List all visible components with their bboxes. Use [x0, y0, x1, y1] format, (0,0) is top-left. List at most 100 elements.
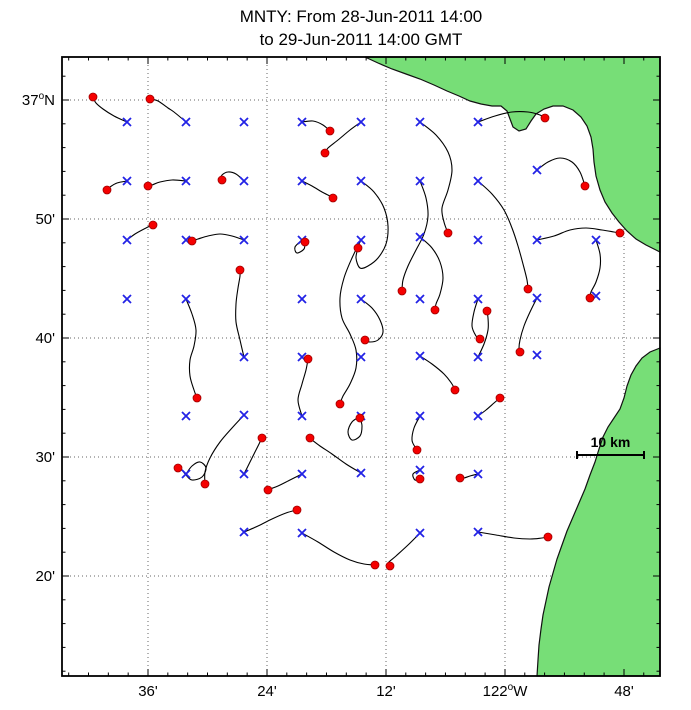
- start-marker-x-icon: [297, 117, 307, 127]
- end-marker-dot-icon: [305, 433, 315, 443]
- end-marker-dot-icon: [145, 94, 155, 104]
- drifter-track: [419, 355, 456, 391]
- end-marker-dot-icon: [320, 148, 330, 158]
- start-marker-x-icon: [297, 411, 307, 421]
- start-marker-x-icon: [356, 294, 366, 304]
- end-marker-dot-icon: [385, 561, 395, 571]
- drifter-track: [92, 96, 128, 123]
- start-marker-x-icon: [181, 411, 191, 421]
- drifter-track: [243, 509, 298, 533]
- end-marker-dot-icon: [443, 228, 453, 238]
- figure-title: MNTY: From 28-Jun-2011 14:00 to 29-Jun-2…: [62, 5, 660, 51]
- start-marker-x-icon: [473, 411, 483, 421]
- tick-label: 20': [35, 568, 55, 585]
- start-marker-x-icon: [415, 528, 425, 538]
- start-marker-x-icon: [239, 527, 249, 537]
- end-marker-dot-icon: [187, 236, 197, 246]
- end-marker-dot-icon: [257, 433, 267, 443]
- drifter-track: [301, 120, 331, 132]
- start-marker-x-icon: [473, 176, 483, 186]
- end-marker-dot-icon: [353, 243, 363, 253]
- start-marker-x-icon: [297, 176, 307, 186]
- start-marker-x-icon: [356, 176, 366, 186]
- tick-label: 36': [138, 683, 158, 700]
- end-marker-dot-icon: [475, 334, 485, 344]
- start-marker-x-icon: [473, 117, 483, 127]
- drifter-track: [235, 269, 245, 358]
- start-marker-x-icon: [473, 527, 483, 537]
- drifter-track: [204, 414, 245, 485]
- start-marker-x-icon: [239, 117, 249, 127]
- drifter-track: [477, 310, 489, 358]
- start-marker-x-icon: [415, 294, 425, 304]
- start-marker-x-icon: [356, 117, 366, 127]
- start-marker-x-icon: [473, 352, 483, 362]
- drifter-track: [477, 531, 549, 540]
- start-marker-x-icon: [415, 117, 425, 127]
- land-south-coast: [536, 347, 661, 677]
- start-marker-x-icon: [532, 350, 542, 360]
- drifter-track: [360, 298, 384, 343]
- end-marker-dot-icon: [523, 284, 533, 294]
- start-marker-x-icon: [181, 294, 191, 304]
- end-marker-dot-icon: [412, 445, 422, 455]
- drifter-track: [401, 180, 429, 292]
- drifter-track: [126, 224, 154, 241]
- tick-label: 12': [376, 683, 396, 700]
- tick-label: 24': [257, 683, 277, 700]
- start-marker-x-icon: [415, 465, 425, 475]
- axes-frame: [61, 56, 661, 677]
- end-marker-dot-icon: [615, 228, 625, 238]
- start-marker-x-icon: [239, 176, 249, 186]
- drifter-track: [147, 179, 187, 187]
- start-marker-x-icon: [415, 176, 425, 186]
- start-marker-x-icon: [473, 294, 483, 304]
- end-marker-dot-icon: [173, 463, 183, 473]
- start-marker-x-icon: [415, 411, 425, 421]
- start-marker-x-icon: [122, 176, 132, 186]
- start-marker-x-icon: [415, 351, 425, 361]
- end-marker-dot-icon: [200, 479, 210, 489]
- start-marker-x-icon: [181, 176, 191, 186]
- drifter-track: [243, 437, 263, 475]
- start-marker-x-icon: [239, 410, 249, 420]
- start-marker-x-icon: [297, 528, 307, 538]
- end-marker-dot-icon: [143, 181, 153, 191]
- drifter-track: [387, 532, 421, 567]
- start-marker-x-icon: [532, 293, 542, 303]
- drifter-track: [339, 239, 362, 405]
- start-marker-x-icon: [356, 352, 366, 362]
- end-marker-dot-icon: [102, 185, 112, 195]
- land-north-coast: [364, 56, 661, 253]
- end-marker-dot-icon: [292, 505, 302, 515]
- start-marker-x-icon: [591, 235, 601, 245]
- start-marker-x-icon: [297, 294, 307, 304]
- drifter-track: [589, 239, 602, 299]
- end-marker-dot-icon: [450, 385, 460, 395]
- drifter-track: [309, 437, 362, 474]
- drifter-track: [185, 298, 198, 399]
- drifter-track: [536, 227, 621, 241]
- drifter-track: [301, 532, 376, 566]
- end-marker-dot-icon: [540, 113, 550, 123]
- start-marker-x-icon: [181, 469, 191, 479]
- end-marker-dot-icon: [543, 532, 553, 542]
- start-marker-x-icon: [532, 165, 542, 175]
- drifter-track: [191, 233, 245, 242]
- drifter-track: [355, 180, 389, 270]
- drifter-track: [477, 180, 529, 290]
- drifter-track: [347, 415, 363, 441]
- tick-label: 122oW: [483, 682, 529, 700]
- end-marker-dot-icon: [88, 92, 98, 102]
- end-marker-dot-icon: [495, 393, 505, 403]
- end-marker-dot-icon: [430, 305, 440, 315]
- end-marker-dot-icon: [515, 347, 525, 357]
- end-marker-dot-icon: [217, 175, 227, 185]
- figure-title-line1: MNTY: From 28-Jun-2011 14:00: [239, 7, 483, 26]
- drifter-track: [297, 358, 309, 417]
- figure-title-line2: to 29-Jun-2011 14:00 GMT: [259, 30, 463, 49]
- end-marker-dot-icon: [585, 293, 595, 303]
- end-marker-dot-icon: [148, 220, 158, 230]
- drifter-track: [267, 473, 303, 491]
